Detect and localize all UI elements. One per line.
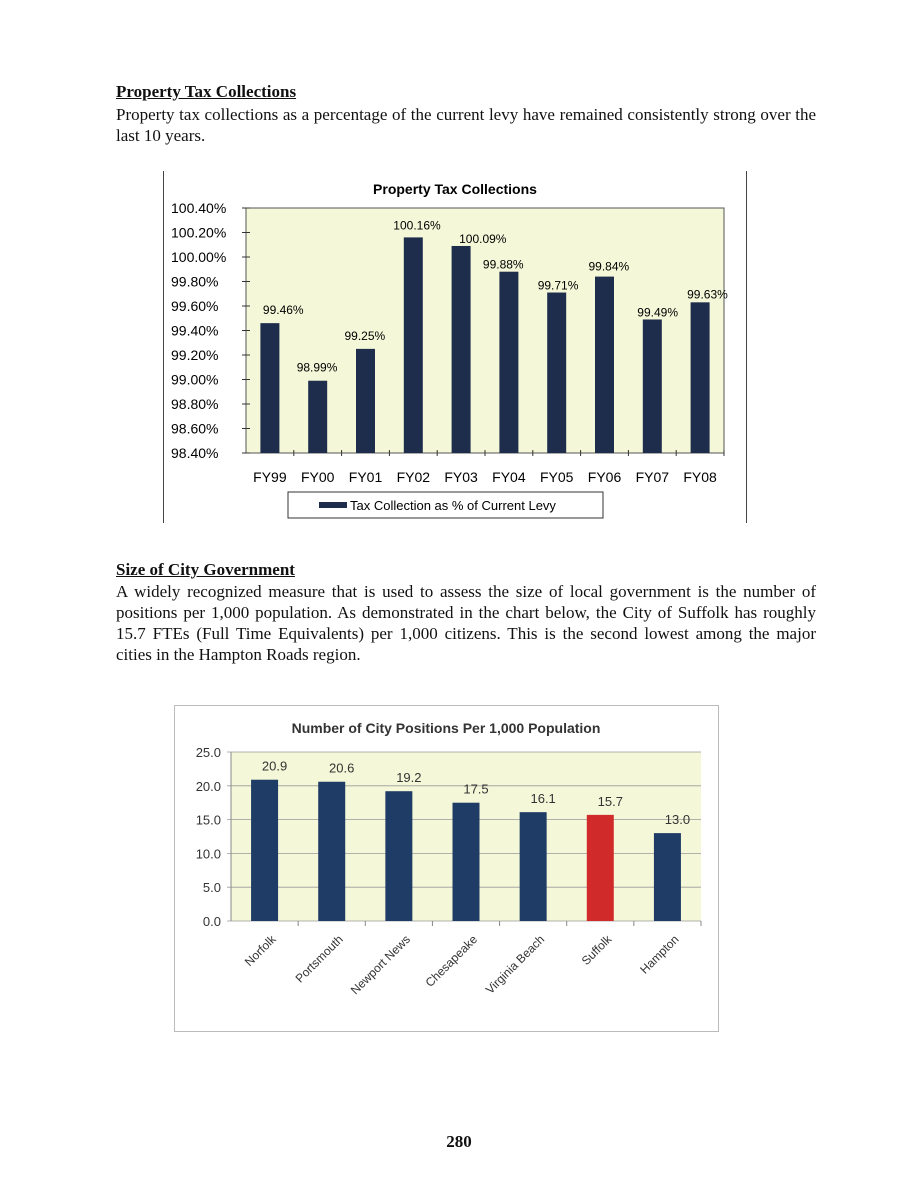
y-tick-label: 100.20% [171,225,226,241]
y-tick-label: 100.00% [171,249,226,265]
y-tick-label: 99.20% [171,347,218,363]
bar [451,245,471,453]
bar [308,380,328,453]
data-label: 17.5 [463,782,488,797]
bar [452,802,480,921]
legend-swatch [319,502,347,508]
y-tick-label: 99.60% [171,298,218,314]
property-tax-chart: Property Tax Collections 100.40% 100.20% 10… [171,181,728,519]
x-tick-label: Chesapeake [423,932,481,990]
y-tick-label: 98.40% [171,445,218,461]
city-government-heading: Size of City Government [116,560,295,579]
data-label: 99.71% [538,279,579,293]
data-label: 99.25% [345,329,386,343]
x-tick-label: FY00 [301,469,335,485]
x-tick-label: Newport News [348,932,413,997]
x-tick-label: FY06 [588,469,622,485]
x-tick-label: FY05 [540,469,574,485]
chart-title: Number of City Positions Per 1,000 Popul… [292,720,601,736]
data-label: 15.7 [598,794,623,809]
bar [690,302,710,453]
x-tick-label: Virginia Beach [483,932,547,996]
bar [385,791,413,921]
y-tick-label: 15.0 [196,813,221,828]
city-government-paragraph: A widely recognized measure that is used… [116,582,816,664]
y-tick-label: 99.00% [171,372,218,388]
bar [251,779,279,921]
legend-label: Tax Collection as % of Current Levy [350,498,556,513]
bar [499,271,519,453]
data-label: 16.1 [530,791,555,806]
bar [318,781,346,921]
x-tick-label: Portsmouth [293,932,346,985]
y-tick-label: 10.0 [196,846,221,861]
property-tax-chart-frame: Property Tax Collections 100.40% 100.20% 10… [163,171,747,523]
y-tick-label: 98.60% [171,421,218,437]
data-label: 99.88% [483,258,524,272]
data-label: 99.84% [589,260,630,274]
y-tick-label: 99.40% [171,323,218,339]
data-label: 13.0 [665,812,690,827]
y-tick-label: 98.80% [171,396,218,412]
x-tick-label: FY02 [397,469,431,485]
x-tick-label: Norfolk [242,932,279,969]
x-tick-label: FY01 [349,469,383,485]
x-tick-label: Hampton [637,932,681,976]
x-tick-label: FY99 [253,469,287,485]
city-positions-chart: Number of City Positions Per 1,000 Popul… [196,720,702,997]
bar [519,812,547,921]
property-tax-paragraph: Property tax collections as a percentage… [116,105,816,145]
bar [653,833,681,921]
data-label: 99.63% [687,287,728,301]
data-label: 99.49% [637,305,678,319]
x-tick-label: FY03 [444,469,478,485]
page-number: 280 [446,1132,472,1151]
city-positions-chart-frame: Number of City Positions Per 1,000 Popul… [174,705,719,1032]
data-label: 20.6 [329,761,354,776]
bar [642,319,662,453]
bar [586,814,614,921]
data-label: 99.46% [263,303,304,317]
bar [547,292,567,453]
bar [260,323,280,453]
y-tick-label: 99.80% [171,274,218,290]
bar [595,276,614,453]
bar [356,348,375,453]
data-label: 100.16% [393,218,441,232]
data-label: 19.2 [396,770,421,785]
x-tick-label: Suffolk [579,932,615,968]
x-tick-label: FY07 [636,469,670,485]
y-tick-label: 25.0 [196,745,221,760]
x-tick-label: FY04 [492,469,526,485]
y-tick-label: 20.0 [196,779,221,794]
chart-title: Property Tax Collections [373,181,537,197]
y-tick-label: 100.40% [171,200,226,216]
property-tax-heading: Property Tax Collections [116,82,297,101]
x-tick-label: FY08 [683,469,717,485]
y-tick-label: 5.0 [203,880,221,895]
bar [403,237,423,453]
data-label: 100.09% [459,232,507,246]
data-label: 20.9 [262,759,287,774]
y-tick-label: 0.0 [203,914,221,929]
data-label: 98.99% [297,361,338,375]
